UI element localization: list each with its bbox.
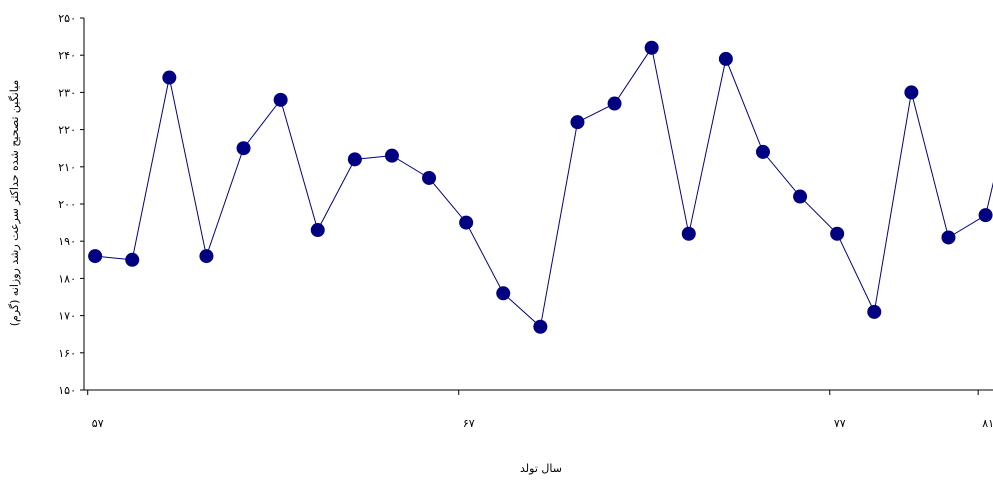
data-point: [644, 40, 659, 55]
y-axis-title: میانگین تصحیح شده حداکثر سرعت رشد روزانه…: [8, 80, 21, 327]
data-point: [199, 249, 214, 264]
y-tick-label: ۱۷۰: [58, 310, 76, 323]
data-point: [125, 252, 140, 267]
y-tick-label: ۲۳۰: [58, 86, 76, 99]
data-point: [422, 170, 437, 185]
data-point: [570, 115, 585, 130]
x-tick-label: ۶۷: [463, 417, 475, 430]
data-point: [718, 51, 733, 66]
y-tick-label: ۲۵۰: [58, 12, 76, 25]
plot-area: [88, 40, 993, 334]
data-point: [830, 226, 845, 241]
data-point: [533, 319, 548, 334]
data-point: [162, 70, 177, 85]
data-point: [459, 215, 474, 230]
x-tick-label: ۸۱: [982, 417, 993, 430]
data-point: [384, 148, 399, 163]
data-point: [310, 223, 325, 238]
y-tick-label: ۱۸۰: [58, 272, 76, 285]
x-tick-label: ۵۷: [92, 417, 104, 430]
y-tick-label: ۱۵۰: [58, 384, 76, 397]
x-tick-label: ۷۷: [834, 417, 846, 430]
x-axis-title: سال تولد: [520, 462, 562, 475]
y-tick-label: ۲۱۰: [58, 161, 76, 174]
y-tick-label: ۱۹۰: [58, 235, 76, 248]
y-tick-label: ۲۰۰: [58, 198, 76, 211]
data-point: [867, 304, 882, 319]
data-point: [496, 286, 511, 301]
data-point: [755, 144, 770, 159]
data-point: [273, 92, 288, 107]
y-tick-label: ۲۴۰: [58, 49, 76, 62]
y-tick-label: ۲۲۰: [58, 124, 76, 137]
data-point: [941, 230, 956, 245]
y-axis: ۱۵۰ ۱۶۰ ۱۷۰ ۱۸۰ ۱۹۰ ۲۰۰ ۲۱۰ ۲۲۰ ۲۳۰ ۲۴۰ ۲۵۰: [58, 12, 85, 397]
y-tick-label: ۱۶۰: [58, 347, 76, 360]
data-point: [347, 152, 362, 167]
data-point: [88, 249, 103, 264]
data-point: [607, 96, 622, 111]
data-point: [904, 85, 919, 100]
data-point: [978, 208, 993, 223]
data-point: [793, 189, 808, 204]
data-point: [681, 226, 696, 241]
x-axis: ۵۷ ۶۷ ۷۷ ۸۱: [84, 389, 993, 430]
data-point: [236, 141, 251, 156]
series-line: [95, 46, 993, 328]
